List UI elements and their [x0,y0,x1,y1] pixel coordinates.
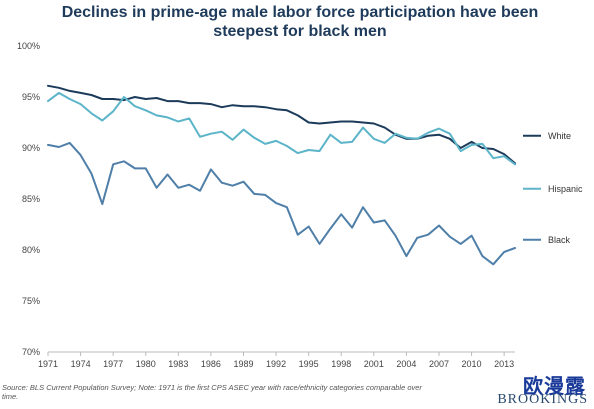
chart-axes: 70% 75% 80% 85% 90% 95% 100% 1971 1974 1977 1980 19… [17,41,515,369]
watermark: 欧漫露 [523,374,586,398]
source-note: Source: BLS Current Population Survey; N… [2,383,422,401]
x-tick-label: 1971 [38,359,58,369]
y-tick-label: 70% [22,347,40,357]
x-tick-label: 2001 [364,359,384,369]
y-tick-label: 80% [22,245,40,255]
y-tick-label: 100% [17,41,40,51]
x-tick-label: 1995 [299,359,319,369]
brookings-logo: BROOKINGS [497,392,588,407]
legend-label-black: Black [548,235,571,245]
chart-title: Declines in prime-age male labor force p… [61,4,539,40]
x-tick-label: 1977 [103,359,123,369]
x-tick-label: 2004 [396,359,416,369]
x-tick-label: 1992 [266,359,286,369]
x-tick-label: 1974 [71,359,91,369]
x-tick-label: 1998 [331,359,351,369]
chart-series-lines [47,84,516,266]
series-line-hispanic [47,91,516,166]
x-tick-label: 1980 [136,359,156,369]
x-tick-label: 2013 [494,359,514,369]
y-tick-label: 90% [22,143,40,153]
x-tick-label: 1983 [168,359,188,369]
x-tick-label: 2007 [429,359,449,369]
series-line-white [47,84,516,165]
series-line-black [47,141,516,266]
chart-legend: White Hispanic Black [523,131,583,245]
y-tick-label: 85% [22,194,40,204]
x-tick-label: 2010 [462,359,482,369]
legend-label-hispanic: Hispanic [548,184,583,194]
x-tick-label: 1989 [233,359,253,369]
y-tick-label: 75% [22,296,40,306]
y-tick-label: 95% [22,92,40,102]
legend-label-white: White [548,131,571,141]
x-tick-label: 1986 [201,359,221,369]
